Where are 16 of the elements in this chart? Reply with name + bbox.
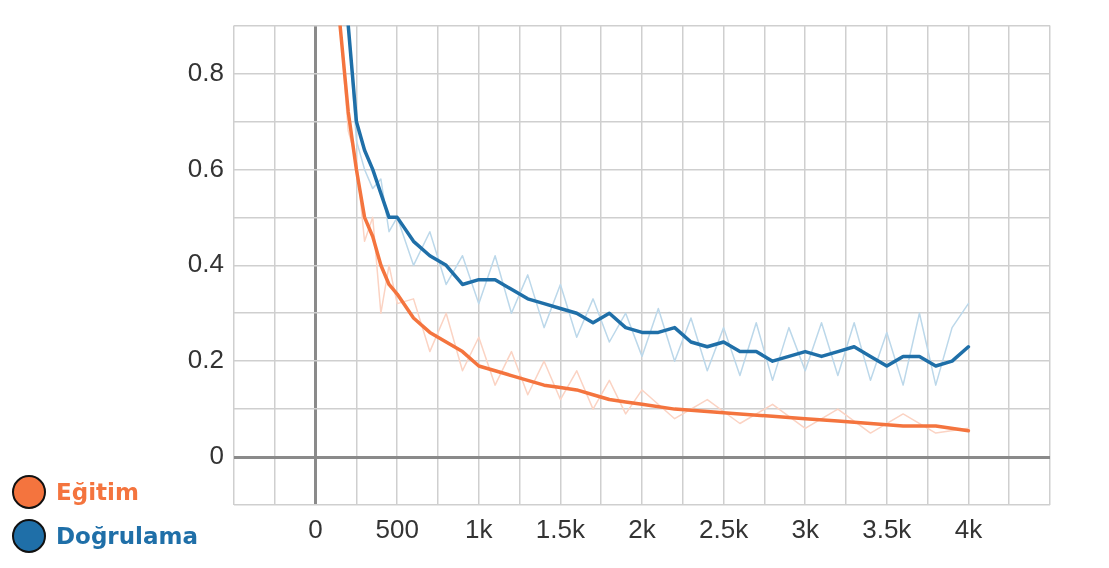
x-tick-label: 1k [465,513,494,544]
x-tick-label: 4k [954,513,984,544]
x-tick-label: 2k [628,513,657,544]
x-tick-label: 0 [308,513,323,544]
y-tick-label: 0.6 [187,152,224,183]
y-tick-label: 0.2 [187,344,224,375]
x-tick-label: 2.5k [699,513,750,544]
y-tick-label: 0.4 [187,248,224,279]
x-tick-label: 500 [375,513,419,544]
y-tick-label: 0 [209,440,224,471]
legend-label: Doğrulama [56,523,198,549]
x-tick-label: 3.5k [862,513,913,544]
x-tick-label: 1.5k [535,513,586,544]
y-tick-label: 0.8 [187,56,224,87]
legend-label: Eğitim [56,479,139,505]
x-tick-label: 3k [791,513,820,544]
